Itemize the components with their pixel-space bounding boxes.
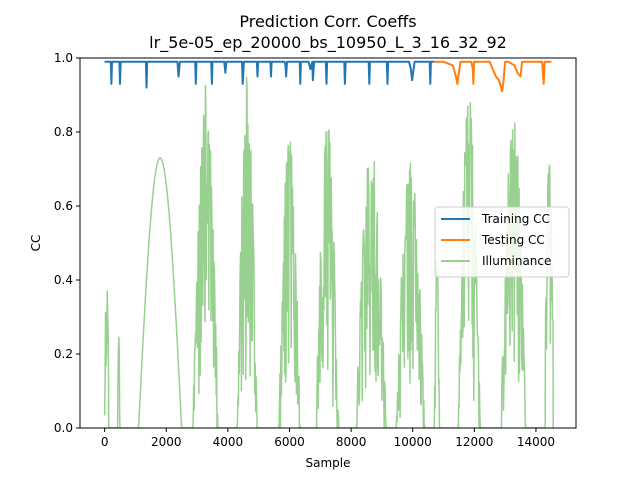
legend-entry-label: Illuminance [482,254,551,268]
y-tick-label: 1.0 [54,51,73,65]
y-tick-label: 0.6 [54,199,73,213]
x-tick-label: 2000 [151,435,182,449]
series-clip-group [103,60,554,428]
legend: Training CC Testing CC Illuminance [434,206,570,278]
series-line-illuminance [103,76,554,428]
legend-box [434,206,570,278]
x-tick-label: 8000 [336,435,367,449]
x-tick-label: 14000 [517,435,555,449]
x-tick-label: 12000 [455,435,493,449]
y-tick-label: 0.2 [54,347,73,361]
x-tick-label: 10000 [394,435,432,449]
y-tick-label: 0.4 [54,273,73,287]
x-tick-label: 6000 [274,435,305,449]
x-tick-label: 0 [101,435,109,449]
chart-title: Prediction Corr. Coeffs [239,12,416,31]
y-tick-label: 0.0 [54,421,73,435]
x-tick-label: 4000 [213,435,244,449]
y-axis-label: CC [29,235,43,252]
y-axis-ticks: 0.0 0.2 0.4 0.6 0.8 1.0 [54,51,80,435]
legend-entry-label: Testing CC [481,233,545,247]
chart-subtitle: lr_5e-05_ep_20000_bs_10950_L_3_16_32_92 [149,33,507,53]
y-tick-label: 0.8 [54,125,73,139]
legend-entry-label: Training CC [481,212,550,226]
x-axis-label: Sample [306,456,351,470]
series-layer [103,60,554,428]
series-line-training-cc [104,60,435,89]
series-line-testing-cc [434,60,552,93]
x-axis-ticks: 0 2000 4000 6000 8000 10000 12000 14000 [101,428,555,449]
plot-border [79,57,577,429]
